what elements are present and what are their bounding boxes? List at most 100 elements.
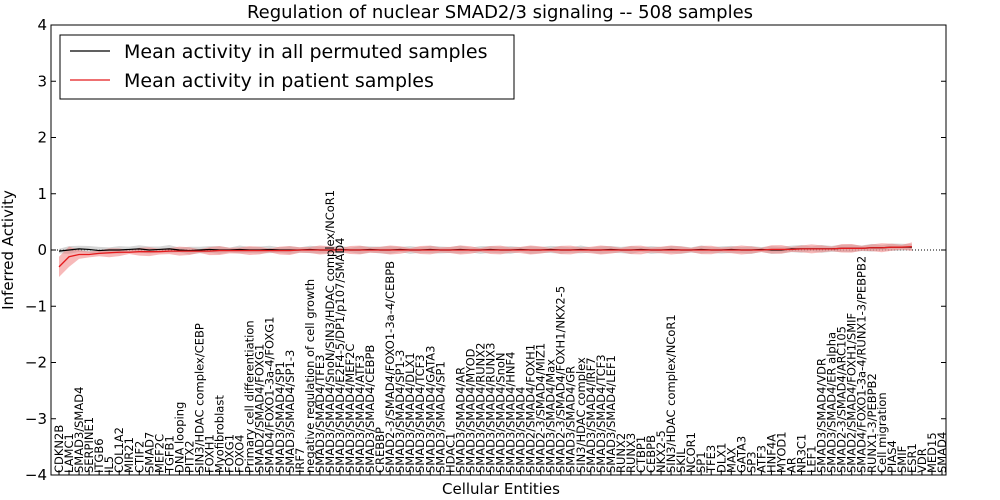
x-tick-label: MIR21: [122, 437, 136, 473]
x-tick-label: SMAD3/SMAD4/E2F4-5/DP1/p107/SMAD4: [333, 237, 347, 473]
x-tick-label: CDKN2B: [52, 425, 66, 473]
x-tick-label: NCOR1: [684, 432, 698, 473]
x-tick-label: SMAD3/SMAD4/RUNX3: [483, 343, 497, 473]
patient-band: [59, 242, 912, 277]
x-tick-label: TGFB1: [162, 435, 176, 474]
x-tick-label: SMAD3/SMAD4/SnoN: [494, 353, 508, 474]
x-tick-label: Myofibroblast: [213, 395, 227, 473]
x-tick-label: DNA looping: [172, 402, 186, 473]
x-tick-label: SMAD7: [142, 432, 156, 473]
x-tick-label: SP1: [694, 451, 708, 473]
series-line-patient: [58, 245, 912, 268]
x-tick-label: DLX1: [714, 443, 728, 473]
x-tick-label: SMAD3/SMAD4/TCF3: [413, 354, 427, 473]
plot-area: 43210−1−2−3−4CDKN2BLAMC1SMAD3/SMAD4SERPI…: [25, 16, 949, 484]
x-tick-label: SMAD3/SMAD4/AR: [453, 367, 467, 473]
legend-entry-permuted: Mean activity in all permuted samples: [124, 41, 487, 63]
x-tick-label: MYOD1: [774, 431, 788, 473]
x-tick-label: CREBBP: [373, 427, 387, 473]
x-tick-label: SP3: [744, 451, 758, 473]
x-tick-label: SERPINE1: [82, 417, 96, 473]
x-tick-label: FOXH1: [203, 434, 217, 473]
x-tick-label: PITX2: [182, 440, 196, 473]
x-tick-label: negative regulation of cell growth: [303, 279, 317, 473]
x-tick-label: MED15: [925, 432, 939, 473]
x-tick-label: LEF1: [805, 445, 819, 473]
x-tick-label: MEF2C: [152, 434, 166, 473]
x-tick-label: SMAD3/SMAD4/LEF1: [604, 355, 618, 473]
x-tick-label: SMIF: [895, 446, 909, 473]
x-tick-label: SKIL: [674, 448, 688, 473]
x-tick-label: SMAD3/SMAD4: [72, 387, 86, 473]
x-tick-label: HDAC1: [443, 433, 457, 473]
x-tick-label: SMAD2/SMAD4/FOXH1: [524, 344, 538, 473]
x-tick-label: COL1A2: [112, 427, 126, 473]
x-tick-label: RUNX2: [614, 433, 628, 473]
x-tick-label: SMAD4: [935, 432, 949, 473]
x-tick-label: Primary cell differentiation: [243, 320, 257, 473]
x-tick-label: SMAD3/SMAD4/CEBPB: [363, 345, 377, 473]
x-tick-label: ATF3: [754, 445, 768, 473]
x-tick-label: MAX: [724, 447, 738, 473]
x-tick-label: SMAD3/SMAD4/SP1: [273, 361, 287, 473]
x-tick-label: LAMC1: [62, 433, 76, 473]
x-tick-label: ITGB6: [92, 438, 106, 473]
x-tick-label: FOXG1: [223, 434, 237, 473]
y-tick-label: −4: [25, 466, 47, 484]
legend: Mean activity in all permuted samples Me…: [59, 34, 515, 100]
legend-box: [59, 34, 515, 100]
x-tick-label: SIN3/HDAC complex/CEBP: [192, 323, 206, 473]
x-tick-label: SMAD3/SMAD4/SP1: [433, 361, 447, 473]
y-tick-label: 4: [37, 16, 47, 34]
x-tick-label: RUNX1-3/PEBPB2: [865, 373, 879, 473]
y-tick-label: 1: [37, 185, 47, 203]
y-tick-label: −3: [25, 410, 47, 428]
x-tick-label: IRF7: [293, 448, 307, 473]
x-tick-label: SMAD3/SMAD4/IRF7: [584, 357, 598, 473]
x-tick-label: SMAD2-3/SMAD4/MIZ1: [534, 343, 548, 473]
y-tick-label: −2: [25, 354, 47, 372]
x-tick-label: AR: [784, 457, 798, 473]
x-tick-label: ESR1: [905, 443, 919, 473]
x-tick-label: SMAD3/SMAD4/SP1-3: [283, 350, 297, 473]
x-tick-label: SIN3/HDAC complex/NCoR1: [664, 314, 678, 473]
x-tick-label: RUNX3: [624, 433, 638, 473]
x-tick-label: SMAD2/SMAD4/FOXH1/SMIF: [845, 313, 859, 473]
x-tick-label: SMAD2/SMAD4/FOXG1: [253, 344, 267, 473]
x-tick-label: GATA3: [734, 436, 748, 473]
x-tick-label: SMAD3/SMAD4/Max: [544, 359, 558, 473]
x-tick-label: HNF4A: [764, 434, 778, 473]
x-tick-label: SMAD2-3/SMAD4/FOXH1/NKX2-5: [554, 286, 568, 473]
x-tick-label: SMAD3/SMAD4/MEF2C: [343, 344, 357, 473]
x-tick-label: CEBPB: [644, 435, 658, 473]
x-tick-label: SMAD3/SMAD4/ER alpha: [825, 332, 839, 473]
x-tick-label: SMAD4/FOXO1-3a-4/FOXG1: [263, 317, 277, 473]
x-tick-label: SMAD3/SMAD4/GATA3: [423, 346, 437, 473]
x-tick-label: PIAS4: [885, 440, 899, 473]
x-tick-label: SMAD2-3/SMAD4/FOXO1-3a-4/CEBPB: [383, 261, 397, 473]
x-axis-label: Cellular Entities: [442, 480, 560, 498]
x-tick-label: SMAD3/SMAD4/TFE3: [313, 355, 327, 474]
x-tick-label: CTBP1: [634, 436, 648, 473]
x-tick-label: SMAD3/SMAD4/VDR: [815, 358, 829, 473]
x-tick-label: SMAD3/SMAD4: [514, 387, 528, 473]
x-tick-label: SMAD3/SMAD4/SP1-3: [393, 350, 407, 473]
y-tick-label: −1: [25, 297, 47, 315]
y-tick-label: 0: [37, 241, 47, 259]
x-tick-label: CTIF2: [132, 441, 146, 473]
chart-title: Regulation of nuclear SMAD2/3 signaling …: [247, 2, 753, 23]
x-tick-label: TFE3: [704, 445, 718, 474]
x-tick-label: SMAD3/SMAD4/MYOD: [463, 348, 477, 473]
y-tick-label: 2: [37, 129, 47, 147]
x-tick-label: SMAD3/SMAD4/GR: [564, 366, 578, 473]
x-tick-label: NR3C1: [795, 434, 809, 473]
x-tick-label: SIN3/HDAC complex: [574, 357, 588, 473]
x-tick-label: SMAD3/SMAD4/SnoN/SIN3/HDAC complex/NCoR1: [323, 190, 337, 473]
y-axis-label: Inferred Activity: [0, 190, 17, 310]
x-tick-label: SMAD3/SMAD4/DLX1: [403, 352, 417, 473]
x-tick-label: NKX2-5: [654, 430, 668, 473]
x-tick-label: SMAD3/SMAD4/ATF3: [353, 355, 367, 473]
x-tick-label: IL5: [102, 456, 116, 473]
x-tick-label: SMAD4/FOXO1-3a-4/RUNX1-3/PEBPB2: [855, 256, 869, 473]
